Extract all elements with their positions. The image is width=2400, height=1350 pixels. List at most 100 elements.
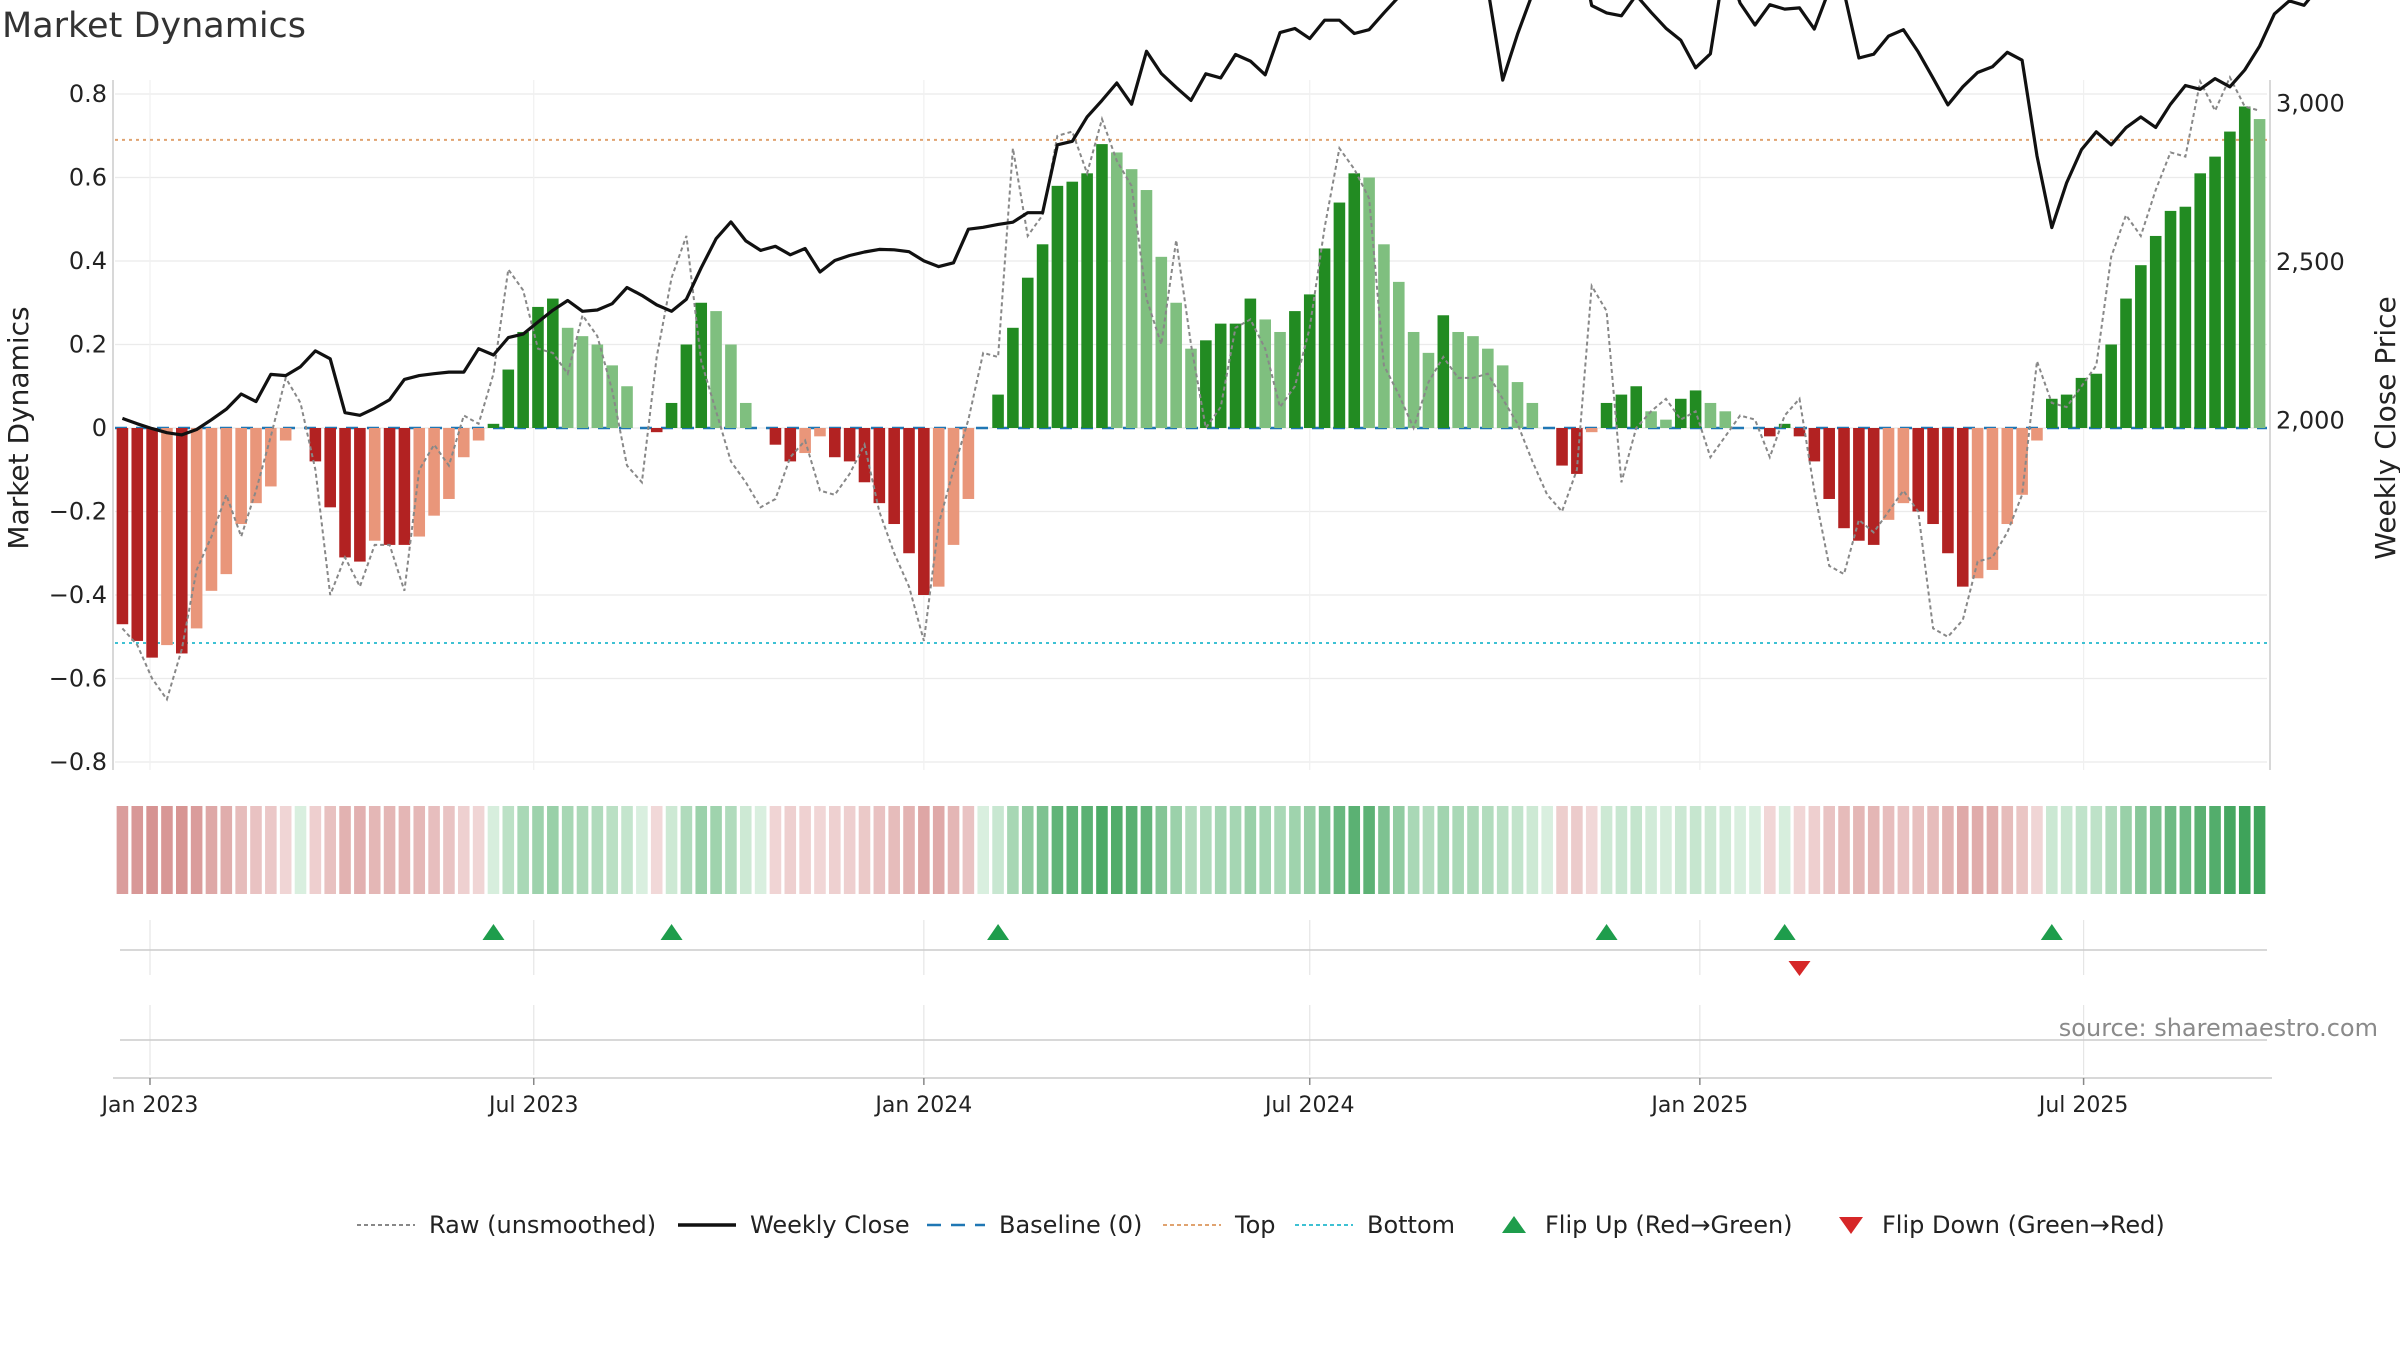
legend-label: Bottom xyxy=(1367,1211,1455,1239)
heat-cell xyxy=(354,806,366,894)
heat-cell xyxy=(962,806,975,894)
bar xyxy=(413,428,426,537)
left-tick-label: −0.8 xyxy=(49,748,107,776)
heat-cell xyxy=(383,806,396,894)
bar xyxy=(918,428,930,595)
bar xyxy=(1259,319,1271,428)
heat-cell xyxy=(1333,806,1346,894)
bar xyxy=(650,428,663,433)
bar xyxy=(873,428,886,504)
heat-cell xyxy=(695,806,708,894)
legend-swatch-flip-down xyxy=(1839,1217,1863,1234)
bar xyxy=(1615,394,1628,428)
bar xyxy=(888,428,900,525)
bar xyxy=(2224,131,2236,428)
heat-cell xyxy=(1778,806,1791,894)
bar xyxy=(1467,336,1479,428)
bar xyxy=(1823,428,1835,499)
heat-cell xyxy=(1704,806,1717,894)
heat-cell xyxy=(2001,806,2014,894)
heat-cell xyxy=(1214,806,1227,894)
right-tick-label: 2,500 xyxy=(2276,248,2345,276)
heat-cell xyxy=(1585,806,1598,894)
heat-cell xyxy=(1749,806,1761,894)
heat-cell xyxy=(1051,806,1064,894)
axes: 0.80.60.40.20−0.2−0.4−0.6−0.84,0003,5003… xyxy=(2,80,2400,1118)
bar xyxy=(487,423,500,428)
heat-cell xyxy=(576,806,589,894)
bar xyxy=(858,428,871,483)
bar xyxy=(2135,265,2147,428)
left-tick-label: 0.2 xyxy=(69,331,107,359)
chart-title: Market Dynamics xyxy=(2,6,307,46)
heat-cell xyxy=(621,806,633,894)
legend: Raw (unsmoothed) Weekly Close Baseline (0)… xyxy=(357,1211,2165,1239)
bar xyxy=(309,428,322,462)
heat-cell xyxy=(547,806,559,894)
bar xyxy=(1200,340,1212,428)
heat-cell xyxy=(843,806,856,894)
bar xyxy=(279,428,292,441)
left-axis-label: Market Dynamics xyxy=(2,306,35,549)
heat-cell xyxy=(220,806,233,894)
heat-cell xyxy=(992,806,1004,894)
heat-cell xyxy=(2224,806,2236,894)
bar xyxy=(843,428,856,462)
bar xyxy=(992,394,1004,428)
x-tick-label: Jan 2023 xyxy=(100,1093,199,1118)
heat-cell xyxy=(1482,806,1494,894)
heat-cell xyxy=(2135,806,2147,894)
heat-cell xyxy=(561,806,574,894)
heat-cell xyxy=(413,806,426,894)
bar xyxy=(1585,428,1598,433)
heat-cell xyxy=(606,806,618,894)
heat-cell xyxy=(1971,806,1984,894)
bar xyxy=(1229,323,1242,428)
bar xyxy=(1422,352,1435,428)
heat-cell xyxy=(1096,806,1108,894)
heat-cell xyxy=(1541,806,1553,894)
bar xyxy=(398,428,411,545)
heat-cell xyxy=(1185,806,1197,894)
weekly-close-line xyxy=(121,0,2311,437)
right-tick-label: 2,000 xyxy=(2276,407,2345,435)
bar xyxy=(1021,277,1034,428)
bar xyxy=(1986,428,1999,570)
heat-cell xyxy=(339,806,351,894)
left-tick-label: 0.4 xyxy=(69,247,107,275)
heat-cell xyxy=(1452,806,1464,894)
flip-down-marker xyxy=(1788,961,1811,976)
heat-cell xyxy=(1526,806,1539,894)
heat-cell xyxy=(1422,806,1435,894)
bar xyxy=(250,428,262,504)
bar xyxy=(561,327,574,428)
heat-cell xyxy=(2105,806,2117,894)
bar xyxy=(2120,298,2132,428)
bar xyxy=(932,428,945,587)
bar xyxy=(606,365,618,428)
x-tick-label: Jan 2025 xyxy=(1649,1093,1748,1118)
x-tick-label: Jul 2024 xyxy=(1263,1093,1355,1118)
bar xyxy=(1170,302,1182,428)
heat-cell xyxy=(443,806,455,894)
flip-up-marker xyxy=(2040,924,2063,940)
heat-cell xyxy=(502,806,515,894)
heat-cell xyxy=(1392,806,1405,894)
heat-cell xyxy=(1660,806,1672,894)
heat-cell xyxy=(1437,806,1450,894)
bar xyxy=(383,428,396,545)
heat-cell xyxy=(2238,806,2251,894)
bar xyxy=(354,428,366,562)
heat-cell xyxy=(1764,806,1776,894)
heat-cell xyxy=(294,806,307,894)
bar xyxy=(1971,428,1984,579)
bar xyxy=(1496,365,1509,428)
heat-cell xyxy=(1140,806,1153,894)
heat-cell xyxy=(1007,806,1019,894)
bar xyxy=(621,386,633,428)
bar xyxy=(1526,402,1539,428)
bar xyxy=(1793,428,1806,437)
heat-cell xyxy=(472,806,485,894)
raw-series xyxy=(121,74,2260,702)
heat-cell xyxy=(591,806,604,894)
